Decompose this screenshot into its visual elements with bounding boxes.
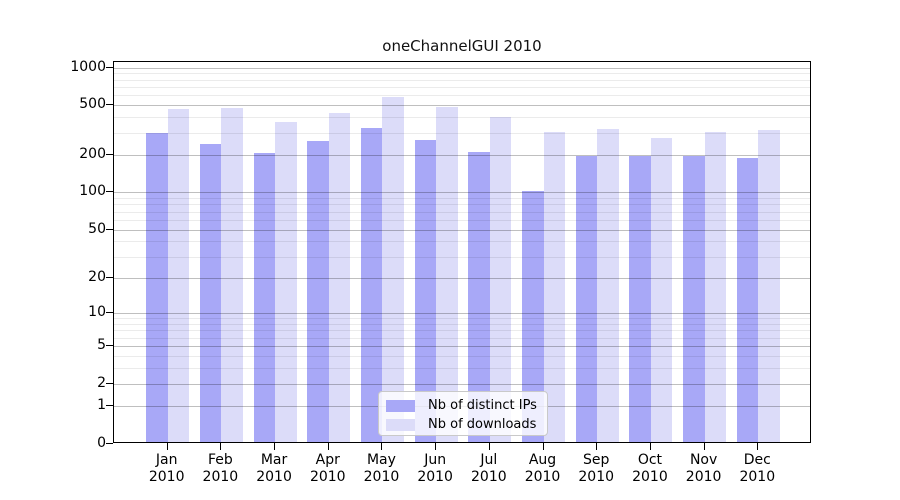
x-axis-tick-label: Oct 2010 bbox=[632, 452, 668, 485]
x-axis-tick-label: Feb 2010 bbox=[202, 452, 239, 485]
x-tick-mark bbox=[757, 443, 759, 450]
y-tick-mark bbox=[106, 312, 113, 313]
bar-distinct-ips-sep bbox=[575, 156, 598, 442]
bar-distinct-ips-nov bbox=[683, 156, 705, 442]
bar-downloads-jul bbox=[489, 117, 512, 442]
bar-distinct-ips-aug bbox=[522, 190, 544, 442]
y-tick-mark bbox=[106, 104, 113, 105]
bar-distinct-ips-apr bbox=[307, 141, 329, 442]
legend-swatch-downloads bbox=[386, 418, 415, 431]
legend-item-downloads: Nb of downloads bbox=[386, 415, 547, 434]
y-tick-mark bbox=[106, 405, 113, 406]
y-axis-tick-label: 5 bbox=[97, 337, 106, 353]
y-axis-tick-label: 20 bbox=[88, 269, 106, 285]
plot-area: Nb of distinct IPs Nb of downloads bbox=[113, 61, 811, 443]
bar-downloads-dec bbox=[758, 129, 780, 442]
bar-downloads-oct bbox=[650, 138, 673, 442]
y-tick-mark bbox=[106, 154, 113, 155]
x-axis-tick-label: Apr 2010 bbox=[309, 452, 346, 485]
bar-distinct-ips-oct bbox=[629, 156, 651, 442]
y-tick-mark bbox=[106, 191, 113, 192]
legend-item-distinct-ips: Nb of distinct IPs bbox=[386, 396, 547, 415]
x-axis-tick-label: Dec 2010 bbox=[739, 452, 776, 485]
legend-swatch-distinct-ips bbox=[386, 399, 415, 412]
y-axis-tick-label: 100 bbox=[79, 183, 106, 199]
x-tick-mark bbox=[703, 443, 705, 450]
y-axis-tick-label: 2 bbox=[97, 375, 106, 391]
y-axis-tick-label: 1000 bbox=[70, 59, 106, 75]
bar-downloads-jan bbox=[167, 109, 190, 442]
x-tick-mark bbox=[327, 443, 329, 450]
bars-layer bbox=[114, 62, 810, 442]
legend-label-downloads: Nb of downloads bbox=[428, 417, 537, 432]
legend-label-distinct-ips: Nb of distinct IPs bbox=[428, 398, 537, 413]
x-axis-tick-label: Sep 2010 bbox=[578, 452, 615, 485]
chart-title: oneChannelGUI 2010 bbox=[382, 37, 542, 55]
x-tick-mark bbox=[649, 443, 651, 450]
x-axis-tick-label: Jul 2010 bbox=[471, 452, 507, 485]
x-tick-mark bbox=[542, 443, 544, 450]
y-axis-tick-label: 1 bbox=[97, 397, 106, 413]
y-axis-tick-label: 10 bbox=[88, 304, 106, 320]
y-tick-mark bbox=[106, 277, 113, 278]
bar-downloads-mar bbox=[275, 122, 297, 442]
bar-downloads-jun bbox=[436, 106, 458, 442]
y-tick-mark bbox=[106, 229, 113, 230]
bar-distinct-ips-jun bbox=[414, 140, 437, 442]
y-tick-mark bbox=[106, 443, 113, 444]
y-tick-mark bbox=[106, 345, 113, 346]
y-tick-mark bbox=[106, 67, 113, 68]
bar-distinct-ips-jul bbox=[468, 152, 490, 442]
bar-distinct-ips-may bbox=[360, 128, 383, 442]
bar-distinct-ips-dec bbox=[736, 157, 759, 442]
bar-downloads-feb bbox=[221, 107, 243, 442]
x-axis-tick-label: Nov 2010 bbox=[685, 452, 722, 485]
y-axis-tick-label: 50 bbox=[88, 221, 106, 237]
x-tick-mark bbox=[488, 443, 490, 450]
x-tick-mark bbox=[435, 443, 437, 450]
y-axis-tick-label: 200 bbox=[79, 146, 106, 162]
bar-downloads-sep bbox=[597, 128, 619, 442]
bar-distinct-ips-mar bbox=[253, 153, 276, 442]
x-axis-tick-label: Mar 2010 bbox=[256, 452, 292, 485]
bar-downloads-may bbox=[382, 96, 404, 442]
y-axis-tick-label: 0 bbox=[97, 435, 106, 451]
x-axis-tick-label: Jan 2010 bbox=[148, 452, 185, 485]
x-tick-mark bbox=[220, 443, 222, 450]
bar-distinct-ips-jan bbox=[146, 133, 168, 442]
y-axis-tick-label: 500 bbox=[79, 96, 106, 112]
bar-distinct-ips-feb bbox=[199, 143, 222, 442]
x-tick-mark bbox=[274, 443, 276, 450]
bar-downloads-nov bbox=[704, 131, 727, 442]
x-tick-mark bbox=[596, 443, 598, 450]
x-axis-tick-label: Jun 2010 bbox=[417, 452, 453, 485]
legend: Nb of distinct IPs Nb of downloads bbox=[378, 391, 548, 436]
bar-downloads-aug bbox=[543, 131, 566, 442]
y-tick-mark bbox=[106, 383, 113, 384]
x-axis-tick-label: May 2010 bbox=[363, 452, 400, 485]
bar-downloads-apr bbox=[328, 113, 351, 442]
x-tick-mark bbox=[166, 443, 168, 450]
x-axis-tick-label: Aug 2010 bbox=[524, 452, 561, 485]
x-tick-mark bbox=[381, 443, 383, 450]
